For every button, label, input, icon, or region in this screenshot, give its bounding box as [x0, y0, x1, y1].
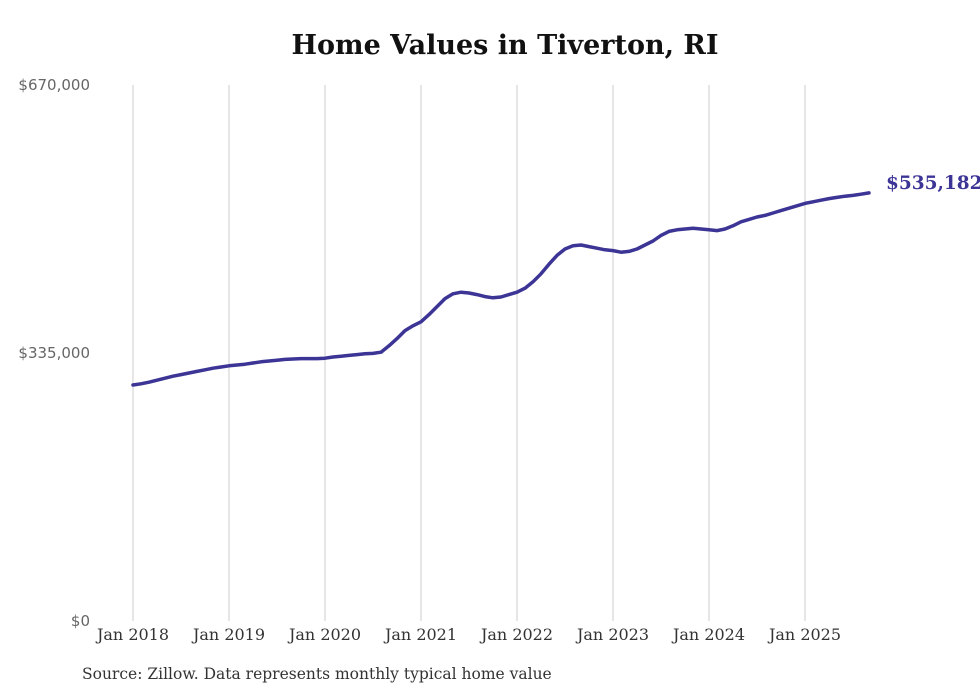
end-value-label: $535,182 — [886, 173, 980, 194]
y-axis-tick: $0 — [71, 612, 90, 630]
x-axis-tick: Jan 2020 — [287, 625, 361, 644]
x-axis-tick: Jan 2021 — [383, 625, 457, 644]
y-axis-tick: $335,000 — [18, 344, 90, 362]
x-axis-tick: Jan 2023 — [575, 625, 649, 644]
x-axis-tick: Jan 2024 — [671, 625, 745, 644]
home-value-line — [131, 191, 871, 387]
x-axis-tick: Jan 2025 — [767, 625, 841, 644]
x-axis-tick: Jan 2018 — [95, 625, 169, 644]
source-note: Source: Zillow. Data represents monthly … — [82, 665, 552, 683]
x-axis-tick: Jan 2022 — [479, 625, 553, 644]
chart-title: Home Values in Tiverton, RI — [291, 30, 719, 61]
x-axis-tick: Jan 2019 — [191, 625, 265, 644]
y-axis-tick: $670,000 — [18, 76, 90, 94]
